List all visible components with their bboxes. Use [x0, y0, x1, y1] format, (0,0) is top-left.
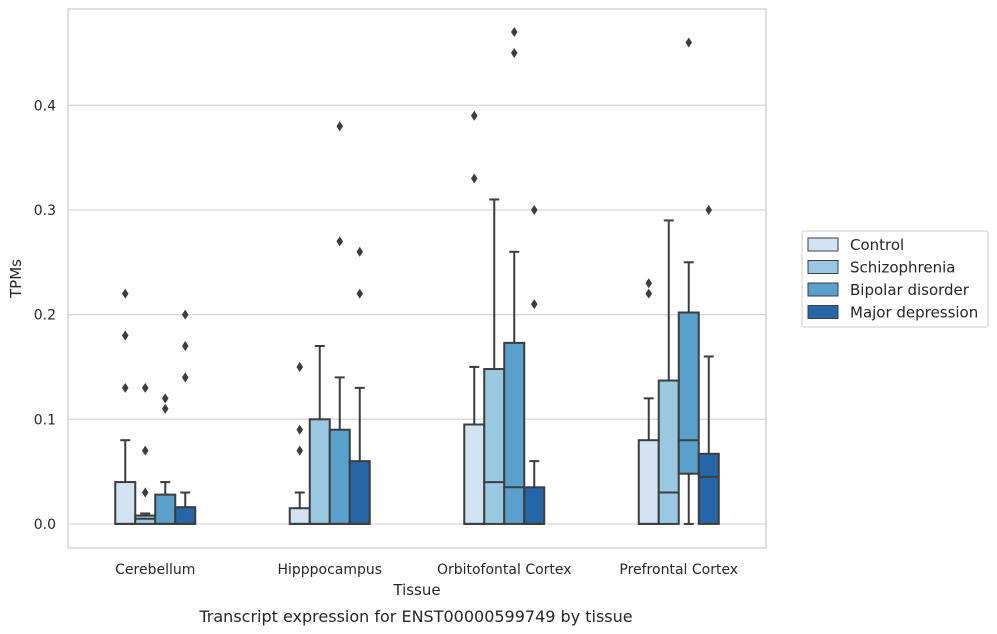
- outlier-point: [121, 330, 129, 341]
- outlier-point: [141, 382, 149, 393]
- box-group: [657, 219, 680, 525]
- box: [463, 423, 486, 525]
- box-group: [523, 204, 546, 525]
- box-group: [677, 37, 700, 525]
- outlier-point: [296, 361, 304, 372]
- outlier-point: [530, 204, 538, 215]
- y-tick-label: 0.2: [34, 308, 56, 324]
- outlier-point: [181, 372, 189, 383]
- outlier-point: [141, 487, 149, 498]
- box-group: [154, 393, 177, 525]
- box-group: [348, 246, 371, 525]
- y-tick-label: 0.1: [34, 412, 56, 428]
- box: [503, 341, 526, 525]
- x-axis-ticks: Cerebellum Hipppocampus Orbitofontal Corte…: [115, 562, 738, 578]
- legend-label: Bipolar disorder: [850, 281, 970, 299]
- box: [154, 493, 177, 525]
- box: [308, 418, 331, 525]
- box-plot-marks: [114, 27, 720, 525]
- legend-label: Schizophrenia: [850, 259, 955, 277]
- outlier-point: [685, 37, 693, 48]
- outlier-point: [470, 110, 478, 121]
- box-group: [697, 204, 720, 525]
- outlier-point: [356, 246, 364, 257]
- y-tick-label: 0.3: [34, 203, 56, 219]
- box: [134, 514, 157, 525]
- outlier-point: [336, 121, 344, 132]
- outlier-point: [121, 382, 129, 393]
- box-group: [328, 121, 351, 525]
- legend-label: Control: [850, 236, 904, 254]
- x-tick-label: Cerebellum: [115, 562, 195, 578]
- legend-label: Major depression: [850, 304, 978, 322]
- outlier-point: [296, 445, 304, 456]
- outlier-point: [356, 288, 364, 299]
- y-tick-label: 0.0: [34, 517, 56, 533]
- outlier-point: [530, 299, 538, 310]
- x-tick-label: Orbitofontal Cortex: [437, 562, 572, 578]
- outlier-point: [181, 309, 189, 320]
- y-axis-title: TPMs: [7, 259, 25, 299]
- outlier-point: [510, 47, 518, 58]
- legend-frame: [801, 230, 989, 328]
- box-group: [174, 309, 197, 525]
- box: [677, 311, 700, 475]
- outlier-point: [296, 424, 304, 435]
- outlier-point: [121, 288, 129, 299]
- box-group: [114, 288, 137, 525]
- box: [174, 506, 197, 525]
- box-group: [463, 110, 486, 525]
- box: [657, 379, 680, 525]
- y-tick-label: 0.4: [34, 98, 56, 114]
- box: [637, 439, 660, 525]
- outlier-point: [161, 393, 169, 404]
- chart-caption: Transcript expression for ENST0000059974…: [198, 607, 632, 626]
- x-tick-label: Prefrontal Cortex: [619, 562, 738, 578]
- y-axis-ticks: 0.0 0.1 0.2 0.3 0.4: [34, 98, 56, 533]
- outlier-point: [645, 288, 653, 299]
- plot-frame: [67, 8, 767, 549]
- outlier-point: [510, 27, 518, 38]
- outlier-point: [336, 236, 344, 247]
- box: [114, 481, 137, 525]
- box-group: [483, 198, 506, 525]
- legend: Control Schizophrenia Bipolar disorder Majo…: [801, 230, 989, 328]
- outlier-point: [161, 403, 169, 414]
- box: [348, 460, 371, 525]
- box: [523, 486, 546, 525]
- outlier-point: [705, 204, 713, 215]
- box: [328, 428, 351, 525]
- outlier-point: [141, 445, 149, 456]
- legend-swatch: [807, 260, 839, 274]
- box-group: [288, 361, 311, 525]
- box: [483, 368, 506, 525]
- legend-swatch: [807, 282, 839, 297]
- outlier-point: [645, 278, 653, 289]
- box: [697, 452, 720, 525]
- box-group: [308, 345, 331, 525]
- outlier-point: [181, 341, 189, 352]
- box: [288, 507, 311, 525]
- x-tick-label: Hipppocampus: [277, 562, 382, 578]
- legend-swatch: [807, 305, 839, 319]
- box-group: [134, 382, 157, 525]
- outlier-point: [470, 173, 478, 184]
- legend-swatch: [807, 237, 839, 252]
- x-axis-title: Tissue: [392, 581, 440, 599]
- box-group: [503, 27, 526, 525]
